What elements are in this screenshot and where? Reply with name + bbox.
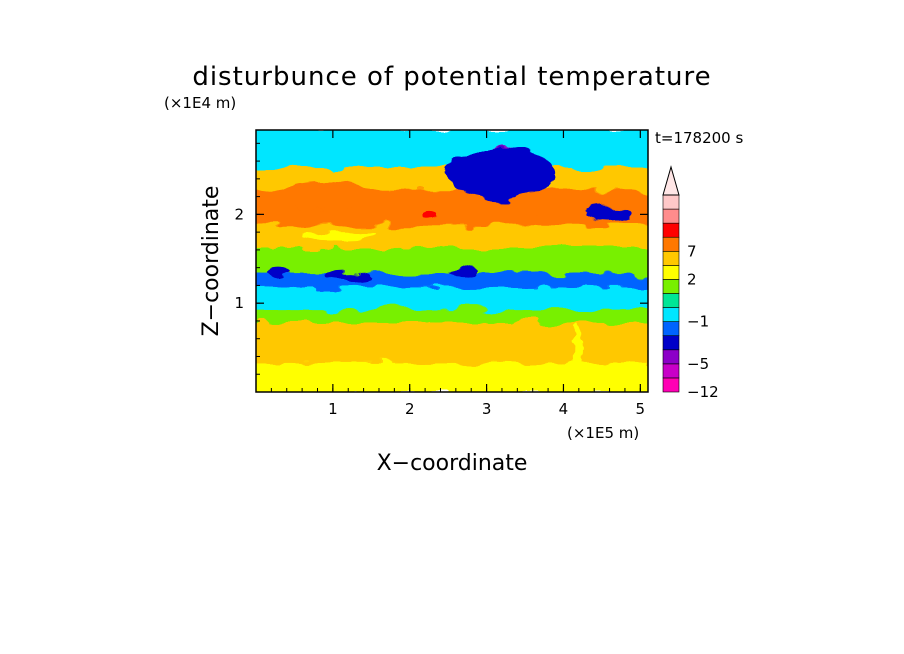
- x-axis-title: X−coordinate: [377, 451, 528, 476]
- contour-field: [256, 130, 648, 392]
- field-feature: [421, 210, 437, 218]
- colorbar-swatch: [662, 279, 680, 294]
- plot-frame: [255, 129, 649, 393]
- colorbar-label: 7: [687, 242, 697, 260]
- colorbar-swatch: [662, 377, 680, 393]
- y-axis: 12: [234, 142, 648, 375]
- field-feature: [267, 267, 291, 277]
- time-label: t=178200 s: [655, 129, 743, 147]
- field-feature: [325, 272, 372, 281]
- field-band: [256, 130, 648, 168]
- colorbar-swatch: [662, 250, 680, 266]
- field-band: [256, 318, 648, 363]
- colorbar-swatch: [662, 335, 680, 351]
- x-tick-label: 3: [482, 400, 492, 418]
- y-axis-title: Z−coordinate: [199, 186, 224, 337]
- field-feature: [279, 182, 372, 211]
- colorbar: −12−5−127: [662, 165, 719, 401]
- colorbar-swatch: [662, 265, 680, 280]
- colorbar-swatch: [662, 307, 680, 322]
- field-feature: [505, 192, 560, 219]
- colorbar-swatch: [662, 208, 680, 224]
- x-tick-label: 1: [328, 400, 338, 418]
- field-feature: [302, 232, 379, 242]
- x-unit-label: (×1E5 m): [567, 424, 639, 442]
- colorbar-label: 2: [687, 270, 697, 288]
- field-band: [256, 283, 648, 310]
- x-tick-label: 2: [405, 400, 415, 418]
- field-feature: [586, 207, 633, 222]
- x-tick-label: 5: [636, 400, 646, 418]
- field-feature: [448, 268, 479, 276]
- field-band: [256, 305, 648, 323]
- colorbar-swatch: [662, 236, 680, 252]
- x-tick-label: 4: [559, 400, 569, 418]
- colorbar-extend-arrow: [662, 165, 680, 196]
- colorbar-label: −12: [687, 383, 719, 401]
- chart-title: disturbunce of potential temperature: [192, 62, 711, 92]
- colorbar-swatch: [662, 194, 680, 210]
- y-unit-label: (×1E4 m): [164, 94, 236, 112]
- colorbar-label: −1: [687, 313, 709, 331]
- y-tick-label: 1: [234, 294, 244, 312]
- x-axis: 1 2 3 4 5: [270, 130, 646, 418]
- field-feature: [574, 325, 584, 379]
- colorbar-swatch: [662, 363, 680, 379]
- field-feature: [448, 147, 556, 202]
- colorbar-swatch: [662, 349, 680, 365]
- colorbar-swatch: [662, 222, 680, 238]
- colorbar-label: −5: [687, 355, 709, 373]
- y-tick-label: 2: [234, 205, 244, 223]
- colorbar-swatch: [662, 321, 680, 337]
- field-band: [256, 358, 648, 392]
- field-band: [256, 243, 648, 275]
- colorbar-swatch: [662, 293, 680, 308]
